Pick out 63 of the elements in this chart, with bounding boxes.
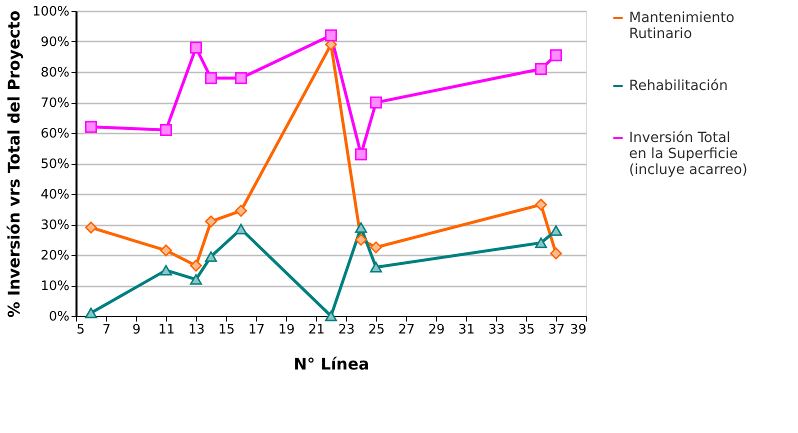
- x-tick-label: 11: [158, 322, 175, 338]
- x-tick-label: 35: [518, 322, 535, 338]
- point: [550, 49, 562, 62]
- point: [190, 274, 202, 285]
- point: [325, 310, 337, 322]
- point: [85, 308, 97, 318]
- y-tick-label: 30%: [40, 218, 70, 233]
- y-tick-label: 70%: [40, 96, 70, 111]
- y-tick-label: 0%: [48, 310, 70, 324]
- x-tick-label: 27: [398, 322, 415, 338]
- point: [160, 264, 172, 276]
- point: [160, 124, 172, 136]
- x-tick-label: 13: [188, 322, 205, 338]
- legend-label: Rehabilitación: [629, 78, 728, 94]
- point: [85, 120, 97, 133]
- point: [550, 225, 562, 236]
- point: [355, 234, 367, 246]
- point: [190, 42, 202, 54]
- y-tick-label: 80%: [40, 66, 70, 80]
- x-tick-label: 19: [278, 322, 295, 338]
- point: [85, 222, 97, 234]
- y-tick-label: 40%: [40, 188, 70, 202]
- y-tick-label: 100%: [32, 4, 70, 20]
- x-tick-label: 15: [218, 322, 235, 338]
- y-tick-label: 60%: [40, 126, 70, 142]
- x-tick-label: 25: [368, 322, 385, 338]
- point: [535, 198, 547, 211]
- point: [205, 72, 217, 84]
- point: [355, 222, 367, 233]
- point: [535, 238, 547, 248]
- point: [190, 260, 202, 272]
- x-tick-label: 33: [488, 322, 505, 338]
- point: [355, 148, 367, 160]
- x-axis-title: N° Línea: [294, 354, 370, 374]
- point: [370, 96, 382, 108]
- legend-label: Inversión Total en la Superficie (incluye acarreo): [629, 130, 748, 178]
- point: [325, 29, 337, 42]
- x-tick-label: 23: [338, 322, 355, 338]
- x-tick-label: 9: [132, 322, 141, 338]
- x-tick-label: 5: [76, 322, 85, 338]
- point: [535, 62, 547, 75]
- legend-label: Mantenimiento Rutinario: [629, 10, 734, 42]
- x-tick-label: 29: [428, 322, 445, 338]
- point: [205, 215, 217, 228]
- x-tick-label: 21: [308, 322, 325, 338]
- y-tick-label: 10%: [40, 279, 70, 294]
- x-tick-label: 7: [102, 322, 111, 338]
- y-tick-label: 90%: [40, 35, 70, 50]
- point: [205, 251, 217, 262]
- point: [370, 241, 382, 254]
- x-tick-label: 31: [458, 322, 475, 338]
- point: [160, 244, 172, 256]
- point: [235, 204, 247, 217]
- point: [235, 224, 247, 234]
- x-tick-label: 39: [570, 322, 586, 338]
- y-tick-label: 20%: [40, 248, 70, 264]
- y-axis-title: % Inversión vrs Total del Proyecto: [4, 10, 24, 318]
- y-tick-label: 50%: [40, 157, 70, 172]
- point: [370, 262, 382, 272]
- point: [550, 247, 562, 260]
- x-tick-label: 17: [248, 322, 265, 338]
- x-tick-label: 37: [548, 322, 565, 338]
- point: [235, 72, 247, 84]
